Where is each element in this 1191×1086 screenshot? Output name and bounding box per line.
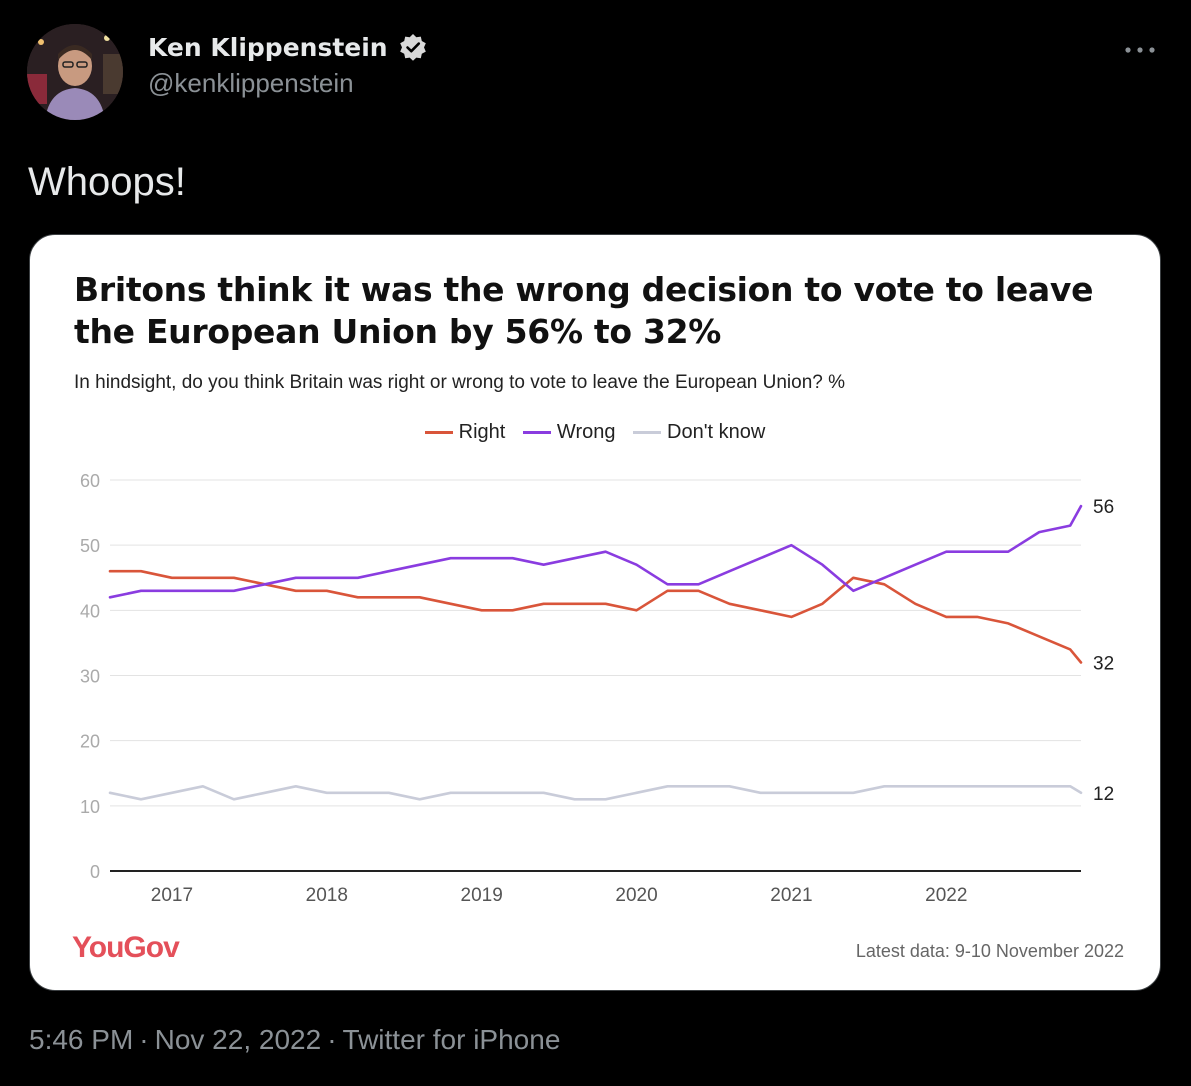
series-line-2: [108, 784, 1083, 801]
tweet-date[interactable]: Nov 22, 2022: [154, 1024, 322, 1055]
series-end-label: 12: [1093, 784, 1114, 805]
verified-badge-icon: [398, 32, 428, 62]
avatar[interactable]: [27, 24, 123, 120]
x-tick-label: 2019: [461, 885, 503, 906]
tweet-time[interactable]: 5:46 PM: [29, 1024, 134, 1055]
legend-swatch-right: [424, 431, 453, 435]
y-tick-label: 20: [80, 732, 100, 752]
legend-item-dont-know: Don't know: [633, 421, 765, 444]
chart-legend: Right Wrong Don't know: [30, 421, 1160, 444]
handle[interactable]: @kenklippenstein: [148, 68, 354, 98]
tweet-source[interactable]: Twitter for iPhone: [342, 1024, 561, 1055]
legend-swatch-wrong: [522, 431, 551, 435]
y-tick-label: 50: [80, 536, 100, 556]
chart-subtitle: In hindsight, do you think Britain was r…: [74, 372, 846, 393]
series-line-0: [108, 569, 1083, 664]
y-tick-label: 40: [80, 601, 100, 621]
x-tick-label: 2021: [770, 885, 812, 906]
yougov-logo: YouGov: [72, 931, 180, 964]
tweet-media-image[interactable]: Britons think it was the wrong decision …: [29, 234, 1161, 991]
display-name[interactable]: Ken Klippenstein: [148, 32, 388, 62]
y-tick-label: 60: [80, 471, 100, 491]
series-end-label: 32: [1093, 653, 1114, 674]
tweet-timestamp: 5:46 PM · Nov 22, 2022 · Twitter for iPhone: [29, 1024, 560, 1056]
x-tick-label: 2022: [925, 885, 967, 906]
legend-swatch-dont-know: [633, 431, 662, 435]
series-line-1: [108, 504, 1083, 599]
y-tick-label: 30: [80, 667, 100, 687]
more-dots-icon[interactable]: [1120, 36, 1160, 64]
y-tick-label: 0: [90, 862, 100, 882]
legend-label-wrong: Wrong: [556, 421, 616, 443]
latest-data-note: Latest data: 9-10 November 2022: [855, 941, 1124, 961]
separator: ·: [327, 1024, 337, 1055]
legend-label-dont-know: Don't know: [667, 421, 766, 443]
x-tick-label: 2018: [306, 885, 348, 906]
x-tick-label: 2020: [615, 885, 657, 906]
tweet-text: Whoops!: [28, 160, 186, 204]
legend-item-right: Right: [424, 421, 506, 444]
separator: ·: [139, 1024, 149, 1055]
series-end-label: 56: [1093, 497, 1114, 518]
y-tick-label: 10: [80, 797, 100, 817]
x-tick-label: 2017: [151, 885, 193, 906]
legend-label-right: Right: [458, 421, 506, 443]
line-chart: 0 10 20 30 40 50 60 2017 2018 2019 2020 2021 2022 32 5…: [80, 471, 1114, 906]
chart-title: Britons think it was the wrong decision …: [74, 270, 1094, 351]
legend-item-wrong: Wrong: [522, 421, 616, 444]
author: Ken Klippenstein @kenklippenstein: [148, 32, 428, 99]
